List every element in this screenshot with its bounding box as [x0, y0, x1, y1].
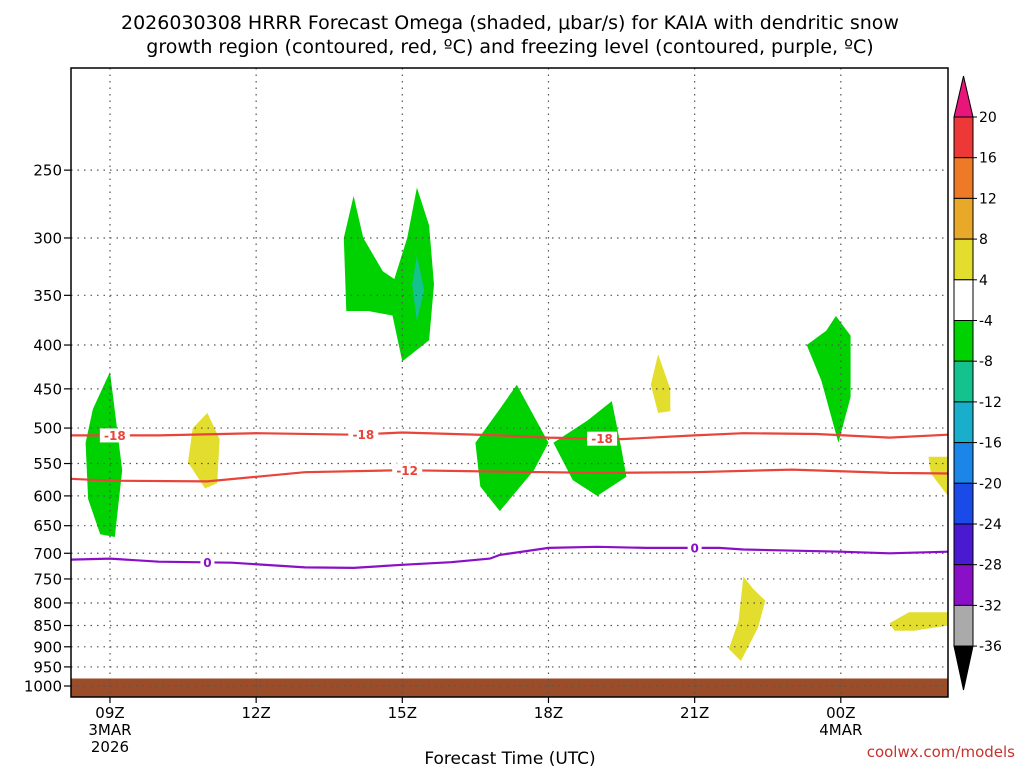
- omega-shaded-area: [650, 354, 671, 413]
- colorbar-segment: [953, 604, 974, 647]
- contour-label: -12: [396, 464, 418, 478]
- x-tick-label: 3MAR: [88, 721, 131, 739]
- colorbar-tick-label: -36: [979, 639, 1002, 655]
- x-tick-label: 09Z: [95, 704, 124, 722]
- colorbar-segment: [953, 401, 974, 444]
- y-tick-label: 950: [33, 658, 62, 676]
- y-tick-label: 350: [33, 287, 62, 305]
- colorbar-tick-label: -4: [979, 314, 993, 330]
- contour-label: 0: [690, 541, 698, 555]
- contour-label: -18: [104, 429, 126, 443]
- x-tick-label: 12Z: [241, 704, 270, 722]
- contour-label-background: [392, 463, 423, 478]
- x-axis-title: Forecast Time (UTC): [424, 749, 595, 768]
- colorbar-segment: [953, 523, 974, 566]
- x-tick-label: 2026: [91, 738, 129, 756]
- dsgz-contour: [71, 468, 948, 483]
- chart-title-line-2: growth region (contoured, red, ºC) and f…: [146, 36, 873, 58]
- y-tick-label: 750: [33, 570, 62, 588]
- colorbar-tick-label: 20: [979, 110, 997, 126]
- plot-content: -18 -18 -18 -12 0 0: [71, 68, 948, 697]
- colorbar-bottom-arrow: [953, 645, 974, 691]
- colorbar-segment: [953, 157, 974, 199]
- colorbar-tick-label: -12: [979, 395, 1002, 411]
- y-tick-label: 700: [33, 545, 62, 563]
- y-axis: 250 300 350 400 450 500 550 600 650 700 750 800 850 9…: [24, 162, 71, 696]
- colorbar-tick-label: -20: [979, 476, 1002, 492]
- colorbar-tick-label: -16: [979, 436, 1002, 452]
- contour-label-background: [687, 540, 702, 555]
- contour-label: -18: [591, 432, 613, 446]
- colorbar: 20 16 12 8 4 -4 -8 -12 -16 -20 -24 -28 -32 -36: [953, 75, 1002, 691]
- freezing-level-contour: [71, 545, 948, 570]
- contour-label-background: [99, 428, 130, 443]
- colorbar-tick-label: 8: [979, 232, 988, 248]
- contour-label: -18: [352, 428, 374, 442]
- colorbar-segment: [953, 197, 974, 240]
- y-tick-label: 800: [33, 594, 62, 612]
- ground-band: [71, 678, 948, 697]
- colorbar-segment: [953, 360, 974, 403]
- y-tick-label: 300: [33, 229, 62, 247]
- colorbar-tick-label: 16: [979, 151, 997, 167]
- y-tick-label: 450: [33, 380, 62, 398]
- omega-shaded-area: [806, 316, 851, 443]
- y-tick-label: 1000: [24, 678, 62, 696]
- omega-shaded-area: [85, 371, 123, 537]
- chart-title-line-1: 2026030308 HRRR Forecast Omega (shaded, …: [121, 12, 899, 34]
- x-tick-label: 21Z: [680, 704, 709, 722]
- colorbar-tick-label: -32: [979, 598, 1002, 614]
- omega-shaded-area: [728, 576, 766, 661]
- colorbar-segment: [953, 482, 974, 525]
- colorbar-segment: [953, 116, 974, 159]
- x-tick-label: 4MAR: [819, 721, 862, 739]
- x-tick-label: 00Z: [826, 704, 855, 722]
- x-tick-label: 15Z: [388, 704, 417, 722]
- omega-shaded-area: [343, 196, 403, 316]
- plot-area: -18 -18 -18 -12 0 0: [70, 67, 949, 698]
- colorbar-segment: [953, 238, 974, 281]
- colorbar-segment: [953, 564, 974, 606]
- y-tick-label: 900: [33, 638, 62, 656]
- y-tick-label: 850: [33, 617, 62, 635]
- omega-shaded-area: [928, 456, 948, 496]
- contour-label-background: [348, 427, 379, 442]
- contour-label: 0: [203, 556, 211, 570]
- y-tick-label: 550: [33, 455, 62, 473]
- colorbar-tick-label: 4: [979, 273, 988, 289]
- y-tick-label: 500: [33, 420, 62, 438]
- colorbar-tick-label: -28: [979, 558, 1002, 574]
- dsgz-contour: [71, 431, 948, 441]
- y-tick-label: 250: [33, 162, 62, 180]
- plot-frame: [70, 67, 949, 698]
- credit-text[interactable]: coolwx.com/models: [867, 743, 1015, 761]
- contour-label-background: [587, 431, 618, 446]
- y-tick-label: 400: [33, 337, 62, 355]
- omega-shaded-area: [392, 187, 434, 362]
- colorbar-tick-label: -8: [979, 354, 993, 370]
- omega-shaded-area: [187, 412, 220, 489]
- colorbar-tick-label: -24: [979, 517, 1002, 533]
- colorbar-segment: [953, 320, 974, 362]
- omega-shaded-area: [475, 384, 549, 512]
- colorbar-tick-label: 12: [979, 191, 997, 207]
- colorbar-segment: [953, 442, 974, 484]
- y-tick-label: 600: [33, 487, 62, 505]
- contour-label-background: [200, 555, 215, 570]
- omega-shaded-area: [412, 256, 425, 321]
- y-tick-label: 650: [33, 517, 62, 535]
- colorbar-segment: [953, 279, 974, 321]
- x-tick-label: 18Z: [534, 704, 563, 722]
